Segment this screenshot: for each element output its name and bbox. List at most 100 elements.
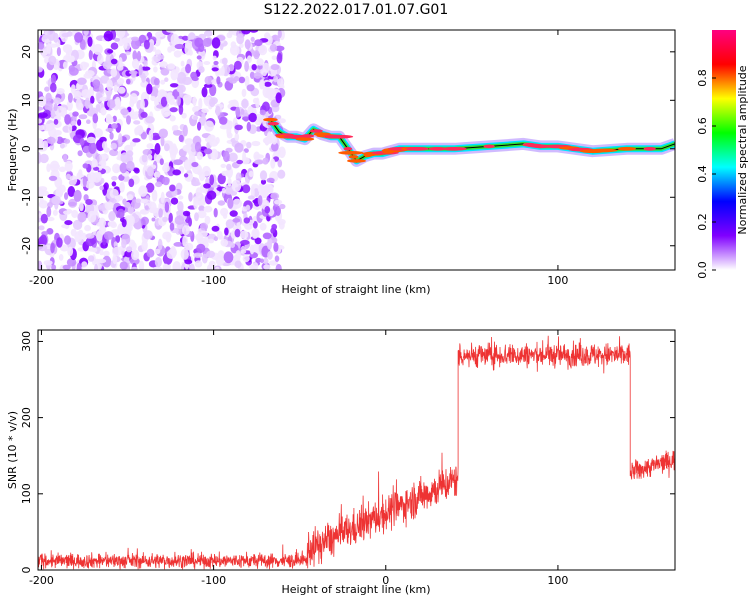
noise-blob <box>236 33 245 45</box>
noise-blob <box>92 43 103 55</box>
noise-blob <box>211 67 219 72</box>
noise-blob <box>202 37 212 48</box>
noise-blob <box>273 75 279 83</box>
noise-blob <box>228 99 238 105</box>
noise-blob <box>59 143 65 149</box>
noise-blob <box>56 237 63 248</box>
noise-blob <box>135 198 141 204</box>
noise-blob <box>82 175 87 188</box>
noise-blob <box>65 173 71 180</box>
noise-blob <box>246 141 252 149</box>
noise-blob <box>219 124 229 130</box>
noise-blob <box>154 143 161 155</box>
noise-blob <box>67 92 73 103</box>
noise-blob <box>164 201 170 213</box>
noise-blob <box>214 266 220 270</box>
snr-panel: -200 -100 0 100 0 100 200 300 Height of straigh… <box>6 329 676 596</box>
noise-blob <box>250 186 255 199</box>
noise-blob <box>260 258 264 264</box>
track-peak <box>483 144 495 149</box>
noise-blob <box>151 189 158 202</box>
noise-blob <box>134 168 140 174</box>
track-peak <box>428 147 446 151</box>
noise-blob <box>51 264 57 270</box>
noise-blob <box>201 112 206 119</box>
noise-blob <box>140 111 148 118</box>
noise-blob <box>118 57 123 68</box>
noise-blob <box>264 35 273 46</box>
noise-blob <box>203 205 213 213</box>
colorbar-ticks: 0.0 0.2 0.4 0.6 0.8 <box>696 69 716 279</box>
track-peak <box>325 134 354 139</box>
noise-blob <box>48 126 57 138</box>
noise-blob <box>174 43 185 50</box>
colorbar-tick-label: 0.6 <box>696 117 709 135</box>
noise-blob <box>210 148 219 161</box>
noise-blob <box>270 192 280 200</box>
noise-blob <box>169 222 175 231</box>
noise-blob <box>257 64 263 70</box>
noise-blob <box>144 205 149 210</box>
noise-blob <box>182 124 188 137</box>
noise-blob <box>122 198 127 205</box>
noise-blob <box>248 170 254 178</box>
noise-blob <box>77 119 82 126</box>
noise-blob <box>176 210 183 216</box>
noise-blob <box>239 230 249 239</box>
noise-blob <box>53 103 58 112</box>
noise-blob <box>132 50 138 61</box>
noise-blob <box>150 95 156 102</box>
noise-blob <box>112 115 117 123</box>
noise-blob <box>160 68 170 76</box>
spectrogram-ylabel: Frequency (Hz) <box>6 109 19 192</box>
noise-blob <box>78 229 84 238</box>
noise-blob <box>84 224 91 232</box>
noise-blob <box>56 46 62 57</box>
noise-blob <box>167 46 173 53</box>
noise-blob <box>226 132 233 139</box>
noise-blob <box>184 43 192 56</box>
noise-blob <box>166 249 177 259</box>
noise-blob <box>213 236 218 242</box>
noise-blob <box>228 30 233 37</box>
noise-blob <box>174 215 185 225</box>
noise-blob <box>56 88 65 95</box>
noise-blob <box>271 136 278 145</box>
noise-blob <box>194 141 202 153</box>
noise-blob <box>107 99 116 109</box>
track-peak <box>590 148 618 153</box>
noise-blob <box>259 222 267 231</box>
noise-blob <box>109 188 119 199</box>
noise-blob <box>164 77 169 82</box>
noise-blob <box>181 225 190 236</box>
noise-blob <box>240 108 245 115</box>
noise-blob <box>178 134 184 143</box>
noise-blob <box>266 177 275 183</box>
noise-blob <box>182 94 192 103</box>
noise-blob <box>232 198 243 209</box>
noise-blob <box>175 38 185 45</box>
noise-blob <box>110 58 118 65</box>
noise-blob <box>77 212 87 223</box>
noise-blob <box>102 60 112 70</box>
noise-blob <box>59 244 69 252</box>
noise-blob <box>132 138 141 143</box>
noise-blob <box>138 185 148 197</box>
noise-blob <box>157 54 165 60</box>
noise-blob <box>85 237 95 247</box>
noise-blob <box>128 215 135 227</box>
noise-blob <box>127 194 134 201</box>
noise-blob <box>160 135 165 147</box>
noise-blob <box>46 136 56 144</box>
noise-blob <box>219 116 228 125</box>
noise-blob <box>152 266 163 270</box>
noise-blob <box>78 114 88 120</box>
noise-blob <box>79 137 85 146</box>
noise-blob <box>102 255 112 268</box>
noise-blob <box>241 98 249 109</box>
noise-blob <box>270 158 276 169</box>
noise-blob <box>151 217 156 222</box>
noise-blob <box>252 229 259 239</box>
noise-blob <box>162 164 170 173</box>
